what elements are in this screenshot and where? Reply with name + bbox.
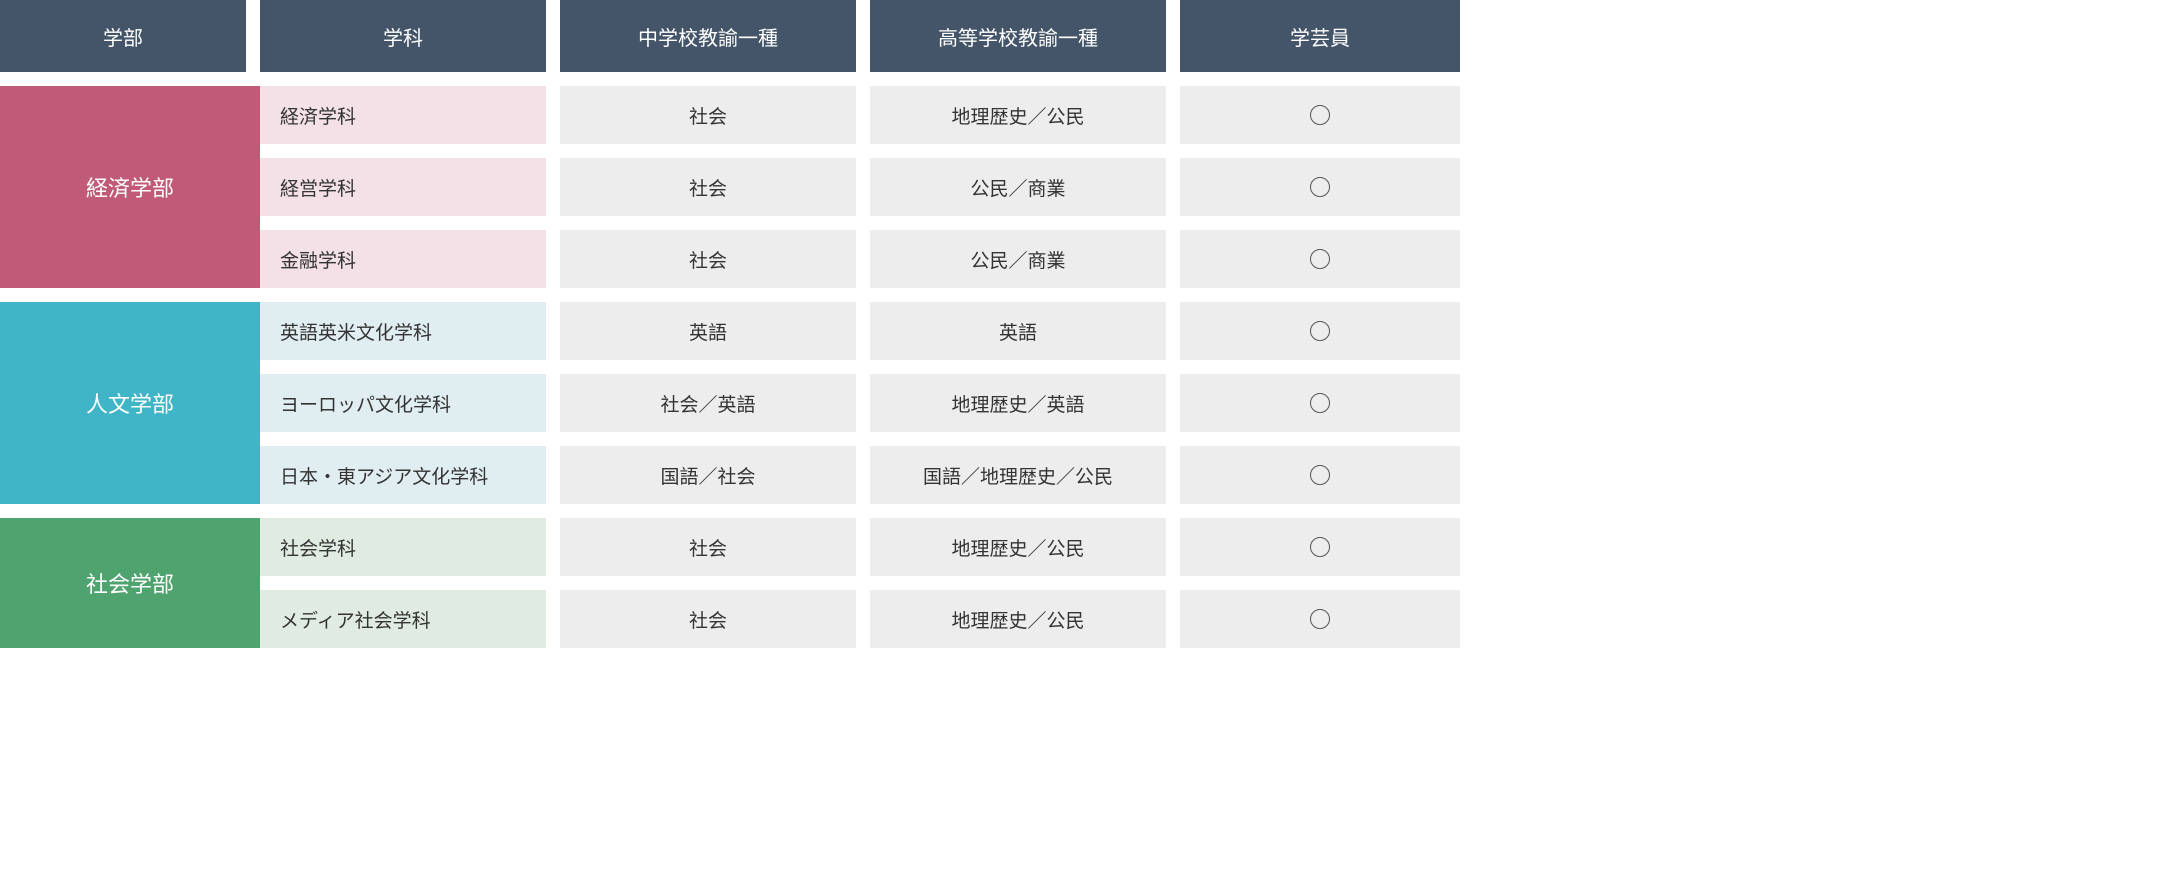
department-cell: 社会学科 [260,518,546,576]
department-cell: 経営学科 [260,158,546,216]
curator-cell [1180,158,1460,216]
curator-cell [1180,590,1460,648]
department-cell: 金融学科 [260,230,546,288]
hs-license-cell: 英語 [870,302,1166,360]
department-cell: 英語英米文化学科 [260,302,546,360]
circle-icon [1310,321,1330,341]
faculty-cell: 人文学部 [0,302,260,504]
curator-cell [1180,302,1460,360]
faculty-cell: 経済学部 [0,86,260,288]
curator-cell [1180,86,1460,144]
header-cell: 高等学校教諭一種 [870,0,1166,72]
hs-license-cell: 地理歴史／公民 [870,590,1166,648]
jhs-license-cell: 国語／社会 [560,446,856,504]
header-cell: 学科 [260,0,546,72]
jhs-license-cell: 社会 [560,590,856,648]
hs-license-cell: 公民／商業 [870,230,1166,288]
hs-license-cell: 国語／地理歴史／公民 [870,446,1166,504]
curator-cell [1180,446,1460,504]
department-cell: メディア社会学科 [260,590,546,648]
department-cell: 経済学科 [260,86,546,144]
circle-icon [1310,105,1330,125]
header-cell: 学部 [0,0,246,72]
jhs-license-cell: 社会 [560,86,856,144]
hs-license-cell: 公民／商業 [870,158,1166,216]
jhs-license-cell: 英語 [560,302,856,360]
department-cell: ヨーロッパ文化学科 [260,374,546,432]
circle-icon [1310,465,1330,485]
header-cell: 学芸員 [1180,0,1460,72]
hs-license-cell: 地理歴史／公民 [870,86,1166,144]
jhs-license-cell: 社会 [560,158,856,216]
circle-icon [1310,249,1330,269]
jhs-license-cell: 社会 [560,230,856,288]
license-table: 学部学科中学校教諭一種高等学校教諭一種学芸員経済学部経済学科社会地理歴史／公民経… [0,0,1460,648]
curator-cell [1180,518,1460,576]
jhs-license-cell: 社会／英語 [560,374,856,432]
department-cell: 日本・東アジア文化学科 [260,446,546,504]
curator-cell [1180,230,1460,288]
header-cell: 中学校教諭一種 [560,0,856,72]
circle-icon [1310,537,1330,557]
hs-license-cell: 地理歴史／英語 [870,374,1166,432]
circle-icon [1310,393,1330,413]
jhs-license-cell: 社会 [560,518,856,576]
hs-license-cell: 地理歴史／公民 [870,518,1166,576]
circle-icon [1310,609,1330,629]
circle-icon [1310,177,1330,197]
faculty-cell: 社会学部 [0,518,260,648]
curator-cell [1180,374,1460,432]
